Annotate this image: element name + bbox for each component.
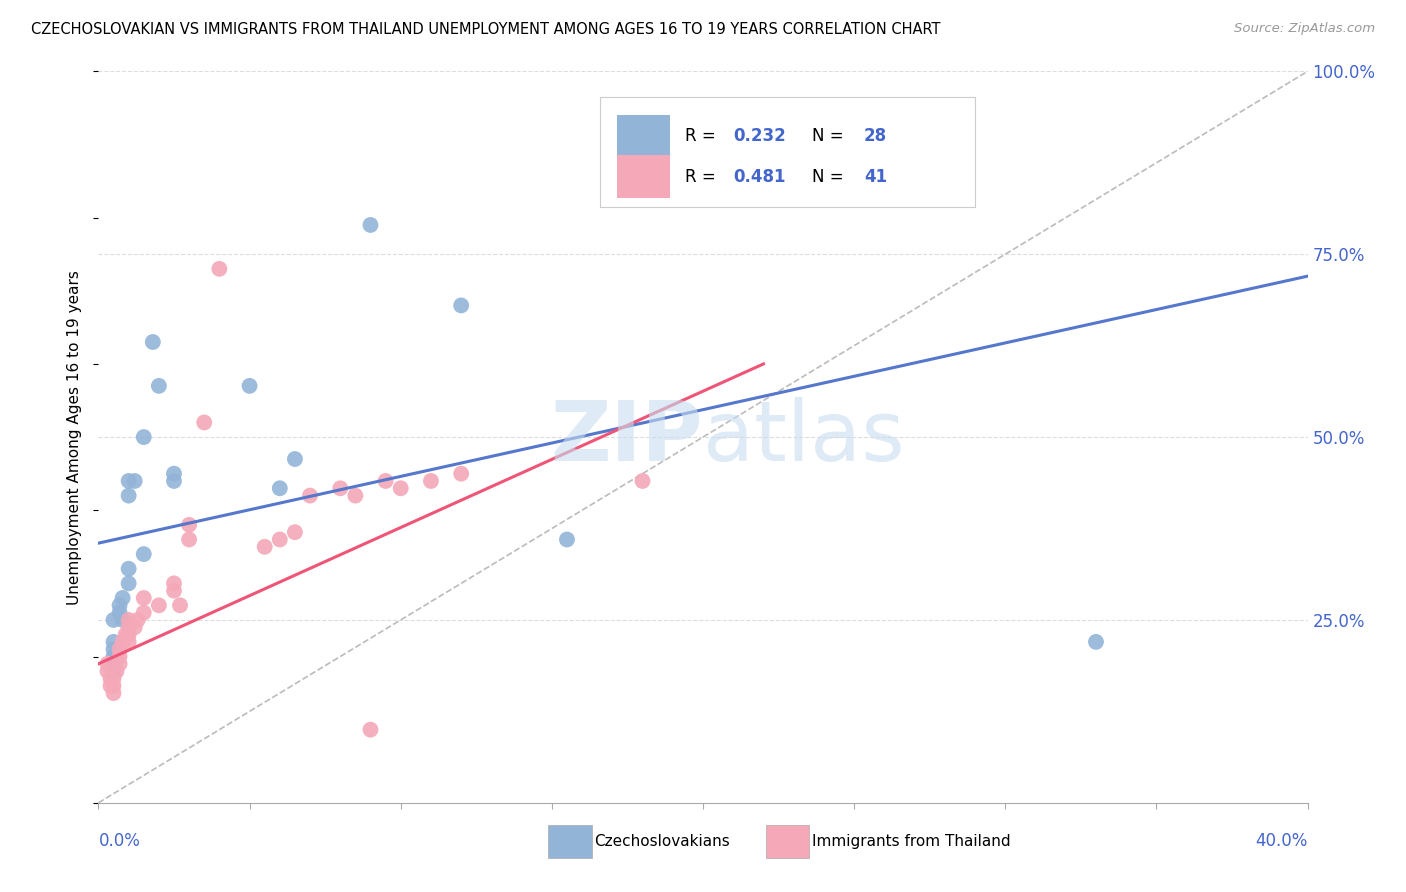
Point: [148, 379, 170, 393]
Point: [111, 613, 134, 627]
Point: [103, 613, 125, 627]
Point: [360, 723, 382, 737]
Point: [108, 642, 131, 657]
Point: [132, 547, 155, 561]
Point: [103, 649, 125, 664]
Point: [389, 481, 412, 495]
Point: [100, 672, 122, 686]
Y-axis label: Unemployment Among Ages 16 to 19 years: Unemployment Among Ages 16 to 19 years: [67, 269, 83, 605]
FancyBboxPatch shape: [617, 115, 671, 158]
Point: [132, 430, 155, 444]
Point: [420, 474, 443, 488]
Text: R =: R =: [685, 127, 721, 145]
Point: [163, 583, 186, 598]
Point: [118, 474, 141, 488]
Point: [96, 657, 118, 671]
Point: [100, 679, 122, 693]
Point: [108, 599, 131, 613]
Text: Czechoslovakians: Czechoslovakians: [595, 834, 730, 849]
Point: [142, 334, 165, 349]
Point: [132, 606, 155, 620]
Point: [118, 562, 141, 576]
Point: [450, 467, 472, 481]
Point: [374, 474, 396, 488]
Point: [118, 620, 141, 634]
Point: [163, 576, 186, 591]
Point: [124, 620, 146, 634]
Text: N =: N =: [811, 169, 849, 186]
Text: atlas: atlas: [703, 397, 904, 477]
Point: [96, 664, 118, 678]
Text: 0.232: 0.232: [734, 127, 786, 145]
Point: [179, 517, 201, 532]
Point: [284, 452, 307, 467]
Text: 0.0%: 0.0%: [98, 832, 141, 850]
Point: [108, 649, 131, 664]
Point: [127, 613, 149, 627]
Point: [103, 642, 125, 657]
Text: ZIP: ZIP: [551, 397, 703, 477]
Text: CZECHOSLOVAKIAN VS IMMIGRANTS FROM THAILAND UNEMPLOYMENT AMONG AGES 16 TO 19 YEA: CZECHOSLOVAKIAN VS IMMIGRANTS FROM THAIL…: [31, 22, 941, 37]
FancyBboxPatch shape: [600, 97, 976, 207]
Point: [118, 489, 141, 503]
Point: [239, 379, 262, 393]
FancyBboxPatch shape: [766, 825, 810, 858]
Point: [269, 481, 291, 495]
Point: [103, 686, 125, 700]
Text: 28: 28: [863, 127, 887, 145]
Point: [114, 627, 136, 641]
FancyBboxPatch shape: [617, 155, 671, 198]
Point: [329, 481, 352, 495]
Point: [299, 489, 322, 503]
Point: [360, 218, 382, 232]
Point: [118, 627, 141, 641]
Point: [108, 606, 131, 620]
Point: [555, 533, 578, 547]
Point: [284, 525, 307, 540]
Point: [103, 635, 125, 649]
Text: Source: ZipAtlas.com: Source: ZipAtlas.com: [1234, 22, 1375, 36]
Point: [111, 591, 134, 605]
Point: [105, 664, 128, 678]
Text: 40.0%: 40.0%: [1256, 832, 1308, 850]
Point: [269, 533, 291, 547]
Point: [631, 474, 654, 488]
Point: [103, 679, 125, 693]
Point: [132, 591, 155, 605]
Point: [450, 298, 472, 312]
Point: [108, 657, 131, 671]
Point: [118, 635, 141, 649]
Text: 41: 41: [863, 169, 887, 186]
Point: [208, 261, 231, 276]
Point: [344, 489, 367, 503]
Text: R =: R =: [685, 169, 721, 186]
Text: 0.481: 0.481: [734, 169, 786, 186]
Point: [163, 474, 186, 488]
Point: [103, 672, 125, 686]
Point: [118, 613, 141, 627]
Point: [1085, 635, 1108, 649]
Text: N =: N =: [811, 127, 849, 145]
Point: [179, 533, 201, 547]
Point: [118, 576, 141, 591]
Point: [193, 416, 215, 430]
Point: [163, 467, 186, 481]
Point: [103, 664, 125, 678]
Text: Immigrants from Thailand: Immigrants from Thailand: [811, 834, 1011, 849]
Point: [103, 657, 125, 671]
Point: [111, 635, 134, 649]
Point: [148, 599, 170, 613]
FancyBboxPatch shape: [548, 825, 592, 858]
Point: [169, 599, 191, 613]
Point: [253, 540, 276, 554]
Point: [124, 474, 146, 488]
